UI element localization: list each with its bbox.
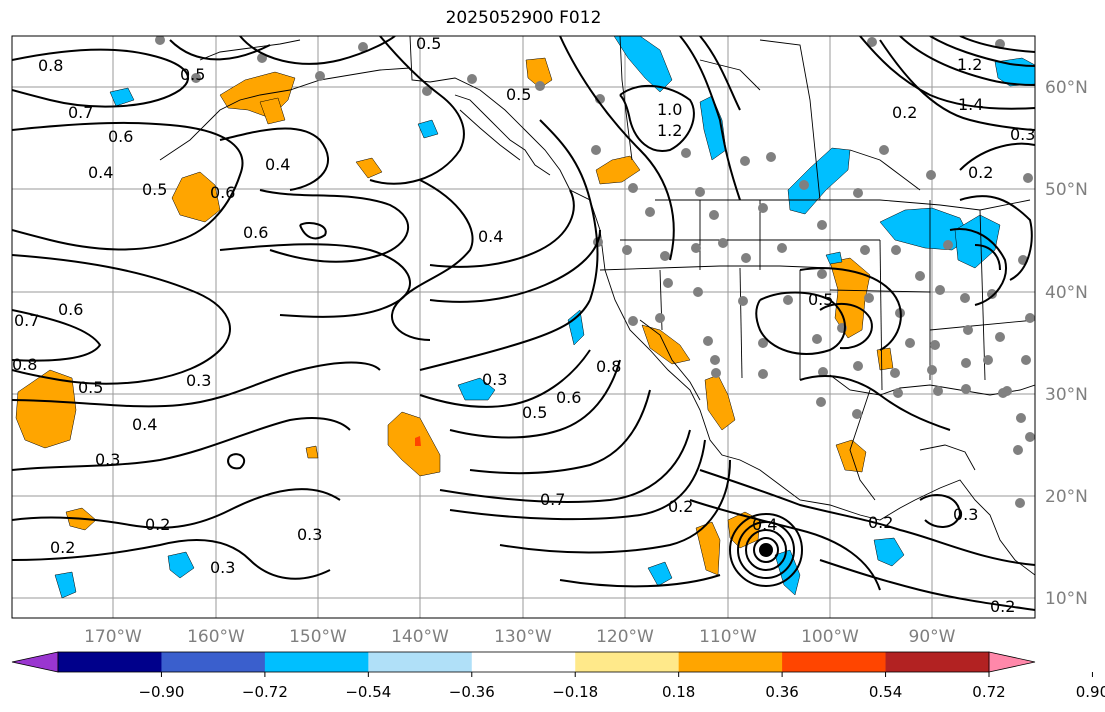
colorbar-tick-label: −0.90: [138, 683, 184, 701]
colorbar-tick-label: −0.18: [552, 683, 598, 701]
colorbar-frame: [57, 651, 990, 673]
contour-label-group: 0.8 0.7 0.6 0.4 0.5 0.6 0.6 0.4 0.5 0.6 …: [12, 34, 1035, 616]
lat-label: 30°N: [1045, 385, 1088, 405]
contour-label: 0.8: [38, 56, 63, 75]
contour-label: 0.6: [108, 127, 133, 146]
colorbar-min-extension: [11, 651, 59, 673]
contour-label: 0.4: [265, 155, 290, 174]
contour-label: 0.5: [506, 85, 531, 104]
contour-label: 0.2: [968, 163, 993, 182]
contour-label: 0.7: [14, 311, 39, 330]
contour-label: 0.7: [68, 103, 93, 122]
contour-label: 1.2: [657, 121, 682, 140]
colorbar-segment: [885, 652, 990, 672]
contour-label: 0.5: [180, 65, 205, 84]
contour-label: 0.3: [482, 370, 507, 389]
lon-label: 120°W: [596, 627, 654, 647]
lat-label: 50°N: [1045, 180, 1088, 200]
positive-anomaly-patches: [15, 57, 894, 576]
contour-label: 0.3: [210, 558, 235, 577]
contour-label: 0.4: [478, 227, 503, 246]
contour-label: 0.2: [990, 597, 1015, 616]
contour-label: 0.2: [50, 538, 75, 557]
contour-label: 0.4: [132, 415, 157, 434]
contour-label: 1.0: [657, 100, 682, 119]
colorbar-tick-label: −0.54: [345, 683, 391, 701]
lat-label: 20°N: [1045, 487, 1088, 507]
contour-label: 0.3: [1010, 125, 1035, 144]
contour-label: 0.6: [556, 388, 581, 407]
lat-label: 40°N: [1045, 283, 1088, 303]
contour-label: 0.2: [668, 497, 693, 516]
contour-label: 1.2: [957, 55, 982, 74]
colorbar-tick-label: −0.36: [449, 683, 495, 701]
lat-label: 10°N: [1045, 589, 1088, 609]
colorbar-tick-label: 0.72: [972, 683, 1005, 701]
lon-label: 160°W: [187, 627, 245, 647]
map-frame: [11, 35, 1036, 619]
contour-label: 0.6: [58, 300, 83, 319]
colorbar-tick-label: 0.18: [662, 683, 695, 701]
colorbar-tick-label: 0.90: [1076, 683, 1105, 701]
colorbar-segment: [368, 652, 473, 672]
contour-label: 0.5: [416, 34, 441, 53]
contour-label: 0.5: [522, 403, 547, 422]
lon-label: 150°W: [289, 627, 347, 647]
colorbar-tick-label: −0.72: [242, 683, 288, 701]
storm-center-marker: [759, 543, 773, 557]
contour-label: 0.8: [596, 357, 621, 376]
colorbar-segment: [678, 652, 783, 672]
contour-label: 0.5: [78, 378, 103, 397]
contour-label: 0.4: [752, 515, 777, 534]
negative-anomaly-patches: [54, 36, 1035, 599]
contour-label: 0.2: [145, 515, 170, 534]
contour-label: 0.3: [953, 505, 978, 524]
map-plot-area: 0.8 0.7 0.6 0.4 0.5 0.6 0.6 0.4 0.5 0.6 …: [12, 34, 1035, 618]
contour-label: 1.4: [958, 95, 983, 114]
contour-label: 0.5: [808, 290, 833, 309]
colorbar-segment: [575, 652, 680, 672]
longitude-labels: 170°W 160°W 150°W 140°W 130°W 120°W 110°…: [84, 627, 956, 647]
contour-label: 0.7: [540, 490, 565, 509]
strong-positive-patch: [415, 436, 421, 446]
contour-lines: [12, 36, 1035, 611]
colorbar-tick-label: 0.36: [765, 683, 798, 701]
contour-label: 0.3: [297, 525, 322, 544]
colorbar: −0.90 −0.72 −0.54 −0.36 −0.18 0.18 0.36 0.54 0.7…: [11, 651, 1105, 701]
contour-label: 0.2: [868, 513, 893, 532]
colorbar-max-extension: [988, 651, 1036, 673]
colorbar-segment: [161, 652, 266, 672]
station-markers: [155, 36, 1035, 508]
contour-label: 0.4: [88, 163, 113, 182]
lon-label: 140°W: [391, 627, 449, 647]
colorbar-segment: [264, 652, 369, 672]
colorbar-segment: [471, 652, 576, 672]
coastlines: [159, 36, 1035, 576]
contour-label: 0.8: [12, 355, 37, 374]
contour-label: 0.3: [95, 450, 120, 469]
contour-label: 0.6: [243, 223, 268, 242]
lat-label: 60°N: [1045, 78, 1088, 98]
lon-label: 130°W: [494, 627, 552, 647]
colorbar-tick-label: 0.54: [869, 683, 902, 701]
lon-label: 90°W: [909, 627, 956, 647]
contour-label: 0.5: [142, 180, 167, 199]
map-title: 2025052900 F012: [445, 8, 602, 28]
contour-label: 0.3: [186, 371, 211, 390]
colorbar-segment: [782, 652, 887, 672]
colorbar-segment: [58, 652, 162, 672]
lon-label: 170°W: [84, 627, 142, 647]
lon-label: 110°W: [699, 627, 757, 647]
latitude-labels: 60°N 50°N 40°N 30°N 20°N 10°N: [1045, 78, 1088, 609]
contour-label: 0.2: [892, 103, 917, 122]
lon-label: 100°W: [801, 627, 859, 647]
contour-label: 0.6: [210, 183, 235, 202]
